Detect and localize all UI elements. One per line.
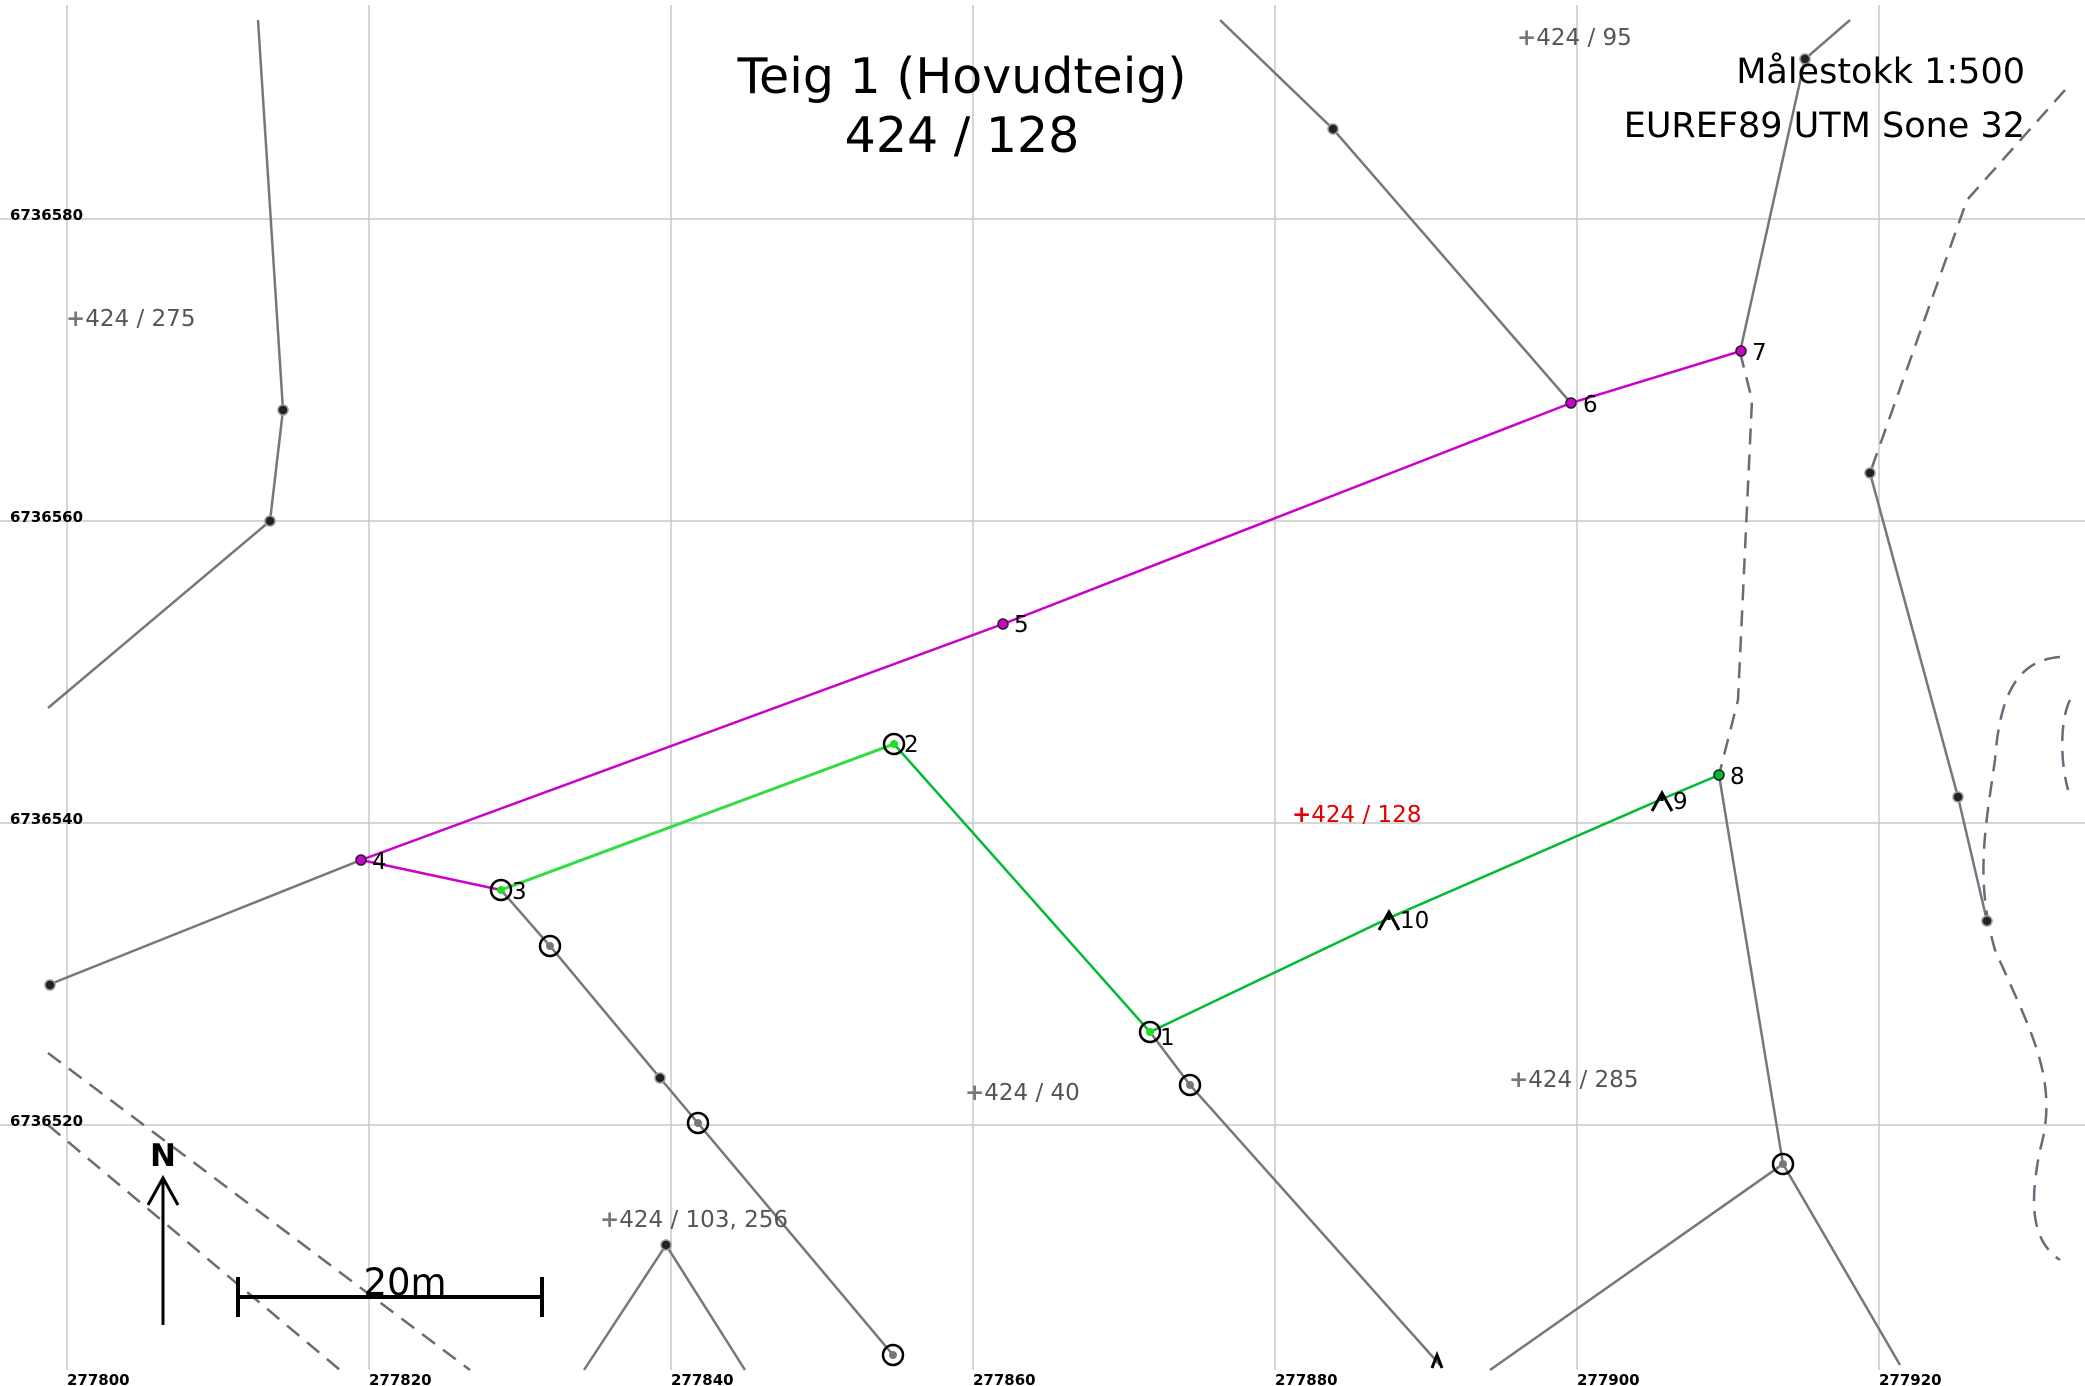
x-axis-labels: 277800 277820 277840 277860 277880 27790…: [67, 1371, 1942, 1386]
svg-text:277800: 277800: [67, 1371, 130, 1386]
scale-bar: [236, 1277, 544, 1317]
point-label-3: 3: [512, 879, 527, 905]
boundary-points: [355, 345, 1747, 1044]
svg-text:6736520: 6736520: [10, 1112, 83, 1130]
point-numbers: 1 2 3 4 5 6 7 8 9 10: [372, 340, 1767, 1051]
svg-text:+424 / 285: +424 / 285: [1509, 1067, 1638, 1093]
parcel-label-128: 424 / 128: [1311, 802, 1421, 828]
point-label-6: 6: [1583, 392, 1598, 418]
survey-markers: [538, 934, 1795, 1367]
scale-bar-label: 20m: [363, 1261, 446, 1304]
north-label: N: [150, 1138, 176, 1174]
point-label-4: 4: [372, 849, 387, 875]
north-arrow-icon: [146, 1174, 180, 1325]
boundary-green: [500, 742, 1720, 1034]
dashed-lines: [47, 89, 2072, 1371]
boundary-green-light: [500, 742, 895, 892]
svg-text:+424 / 128: +424 / 128: [1292, 802, 1421, 828]
scale-info: Målestokk 1:500: [1736, 51, 2025, 92]
point-label-8: 8: [1730, 764, 1745, 790]
neighbor-points: [44, 53, 1993, 1251]
survey-marker-dots: [546, 942, 1787, 1359]
parcel-label-95: 424 / 95: [1536, 25, 1632, 51]
parcel-label-103: 424 / 103, 256: [619, 1207, 788, 1233]
svg-text:6736560: 6736560: [10, 508, 83, 526]
svg-text:+424 / 275: +424 / 275: [66, 306, 195, 332]
map-subtitle: 424 / 128: [845, 107, 1080, 164]
svg-text:+424 / 103, 256: +424 / 103, 256: [600, 1207, 788, 1233]
point-label-7: 7: [1752, 340, 1767, 366]
point-label-2: 2: [904, 732, 919, 758]
boundary-magenta: [356, 349, 1742, 892]
tripod-icon: [1377, 789, 1674, 1369]
svg-text:6736540: 6736540: [10, 810, 83, 828]
crs-info: EUREF89 UTM Sone 32: [1624, 106, 2025, 146]
point-label-1: 1: [1160, 1025, 1175, 1051]
grid: [0, 5, 2085, 1370]
parcel-label-275: 424 / 275: [85, 306, 195, 332]
parcel-labels: +424 / 95 +424 / 275 +424 / 128 +424 / 4…: [66, 25, 1638, 1233]
svg-text:277920: 277920: [1879, 1371, 1942, 1386]
svg-text:+424 / 95: +424 / 95: [1517, 25, 1632, 51]
point-label-9: 9: [1673, 789, 1688, 815]
neighbor-lines: [47, 19, 1989, 1372]
point-label-10: 10: [1400, 908, 1429, 934]
y-axis-labels: 6736580 6736560 6736540 6736520: [10, 206, 83, 1130]
svg-text:277840: 277840: [671, 1371, 734, 1386]
svg-text:6736580: 6736580: [10, 206, 83, 224]
svg-text:277820: 277820: [369, 1371, 432, 1386]
parcel-label-40: 424 / 40: [984, 1080, 1080, 1106]
point-label-5: 5: [1014, 612, 1029, 638]
map-title: Teig 1 (Hovudteig): [736, 48, 1186, 105]
svg-text:+424 / 40: +424 / 40: [965, 1080, 1080, 1106]
parcel-label-285: 424 / 285: [1528, 1067, 1638, 1093]
svg-text:277880: 277880: [1275, 1371, 1338, 1386]
svg-text:277860: 277860: [973, 1371, 1036, 1386]
svg-text:277900: 277900: [1577, 1371, 1640, 1386]
